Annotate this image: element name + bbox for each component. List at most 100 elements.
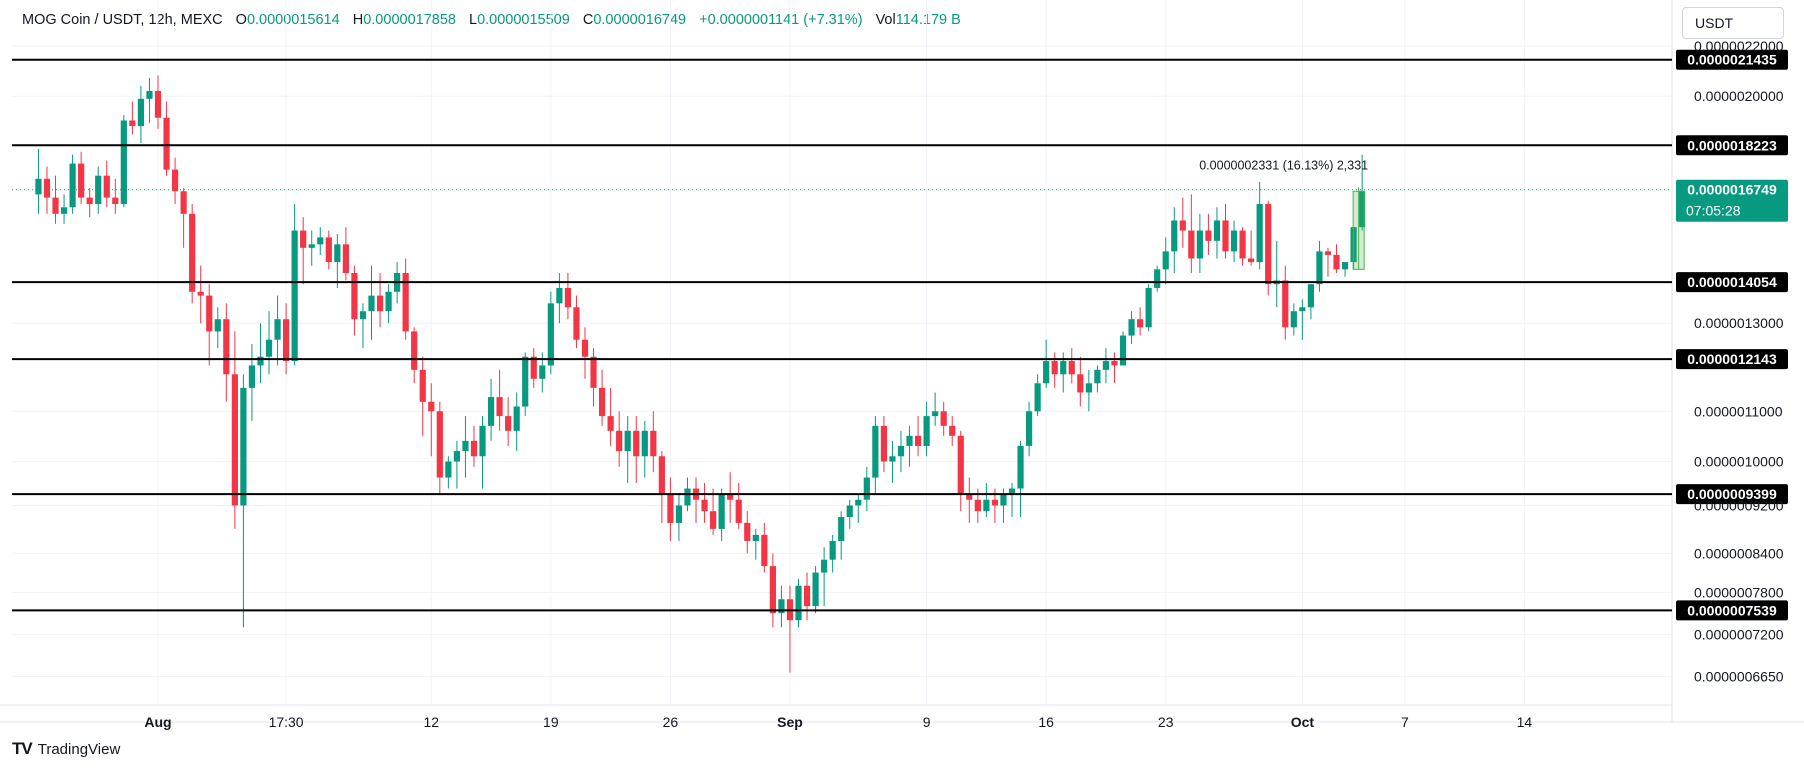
candle-body xyxy=(1085,383,1092,393)
candle-body xyxy=(1307,284,1314,308)
candle-body xyxy=(43,178,51,198)
candle-body xyxy=(1196,230,1203,259)
candle-body xyxy=(479,425,486,457)
candle-body xyxy=(163,117,170,170)
candle-body xyxy=(1060,361,1067,375)
candle-body xyxy=(368,295,375,312)
volume-label: Vol xyxy=(875,12,896,28)
candle-body xyxy=(146,90,153,99)
candle-body xyxy=(821,559,828,573)
candle-body xyxy=(573,307,580,340)
candle-body xyxy=(1213,220,1221,241)
candle-body xyxy=(744,522,751,541)
candle-body xyxy=(872,425,879,478)
candle-body xyxy=(1248,258,1255,263)
candle-body xyxy=(291,230,298,362)
tradingview-logo[interactable]: TV TradingView xyxy=(12,739,120,759)
candle-body xyxy=(1299,307,1306,312)
candle-body xyxy=(274,319,281,340)
level-price-label: 0.0000021435 xyxy=(1687,52,1777,68)
candle-body xyxy=(1230,230,1238,252)
candle-body xyxy=(1162,251,1169,270)
level-price-label: 0.0000009399 xyxy=(1687,486,1777,502)
candle-body xyxy=(1145,287,1152,328)
candle-body xyxy=(761,534,768,567)
volume-value: 114.179 B xyxy=(895,12,961,28)
candle-body xyxy=(1034,383,1041,412)
price-axis-tick-label: 0.0000011000 xyxy=(1694,403,1783,419)
candle-body xyxy=(880,425,887,462)
candle-body xyxy=(966,494,973,500)
candle-body xyxy=(624,430,631,452)
candle-body xyxy=(334,244,341,263)
change-value: +0.0000001141 (+7.31%) xyxy=(699,12,863,28)
candle-body xyxy=(718,494,725,529)
candle-body xyxy=(257,356,264,366)
candle-body xyxy=(402,273,409,332)
price-axis-tick-label: 0.0000009200 xyxy=(1694,497,1784,513)
candle-body xyxy=(1256,204,1263,263)
candle-body xyxy=(547,303,554,366)
candle-body xyxy=(95,175,102,205)
candle-body xyxy=(505,416,512,431)
candle-body xyxy=(248,365,256,388)
candle-body xyxy=(240,387,247,506)
candle-body xyxy=(129,120,136,127)
candle-body xyxy=(983,499,990,512)
candle-body xyxy=(462,440,469,452)
candle-body xyxy=(180,191,187,214)
candle-body xyxy=(1137,319,1144,328)
tradingview-logo-text: TradingView xyxy=(37,740,121,758)
candle-body xyxy=(914,435,922,446)
candle-body xyxy=(957,435,964,495)
price-axis-tick-label: 0.0000013000 xyxy=(1694,315,1784,331)
candle-body xyxy=(803,585,811,607)
candle-body xyxy=(897,445,905,457)
candle-body xyxy=(667,494,674,523)
time-axis-tick-label: 14 xyxy=(1517,714,1533,730)
candle-body xyxy=(112,197,119,205)
candle-body xyxy=(214,319,221,332)
price-axis-tick-label: 0.0000022000 xyxy=(1694,38,1784,54)
level-price-tag xyxy=(1676,49,1788,70)
last-price-label: 0.0000016749 xyxy=(1687,182,1777,198)
candle-body xyxy=(376,295,384,312)
candle-body xyxy=(522,356,529,407)
level-price-tag xyxy=(1676,349,1788,370)
candle-body xyxy=(539,365,546,379)
candle-body xyxy=(137,98,145,127)
candle-body xyxy=(1102,361,1110,370)
price-axis-tick-label: 0.0000010000 xyxy=(1694,454,1784,470)
countdown-label: 07:05:28 xyxy=(1686,203,1741,219)
candle-body xyxy=(769,566,776,614)
candle-body xyxy=(889,456,896,462)
close-value: 0.0000016749 xyxy=(593,12,687,28)
candle-body xyxy=(1239,230,1246,259)
candle-body xyxy=(265,339,273,357)
candle-body xyxy=(428,401,435,412)
candle-body xyxy=(1324,251,1332,255)
open-value: 0.0000015614 xyxy=(246,12,340,28)
candle-body xyxy=(778,599,785,614)
candle-body xyxy=(1051,361,1058,375)
candle-body xyxy=(86,197,93,205)
high-value: 0.0000017858 xyxy=(363,12,456,28)
candle-body xyxy=(120,120,127,205)
candle-body xyxy=(1017,445,1024,489)
time-axis-tick-label: 23 xyxy=(1158,714,1174,730)
high-label: H xyxy=(352,12,364,28)
candle-body xyxy=(1025,411,1033,446)
candle-body xyxy=(564,287,572,308)
level-price-tag xyxy=(1676,484,1788,505)
candle-body xyxy=(385,291,392,312)
candle-body xyxy=(590,356,597,388)
candle-body xyxy=(283,319,290,362)
candle-body xyxy=(991,499,999,506)
candle-body xyxy=(60,207,68,214)
time-axis-tick-label: Aug xyxy=(144,714,171,730)
price-axis-tick-label: 0.0000008400 xyxy=(1694,545,1784,561)
currency-selector[interactable]: USDT xyxy=(1682,7,1784,39)
time-axis-tick-label: Oct xyxy=(1291,714,1315,730)
candle-body xyxy=(154,90,162,118)
